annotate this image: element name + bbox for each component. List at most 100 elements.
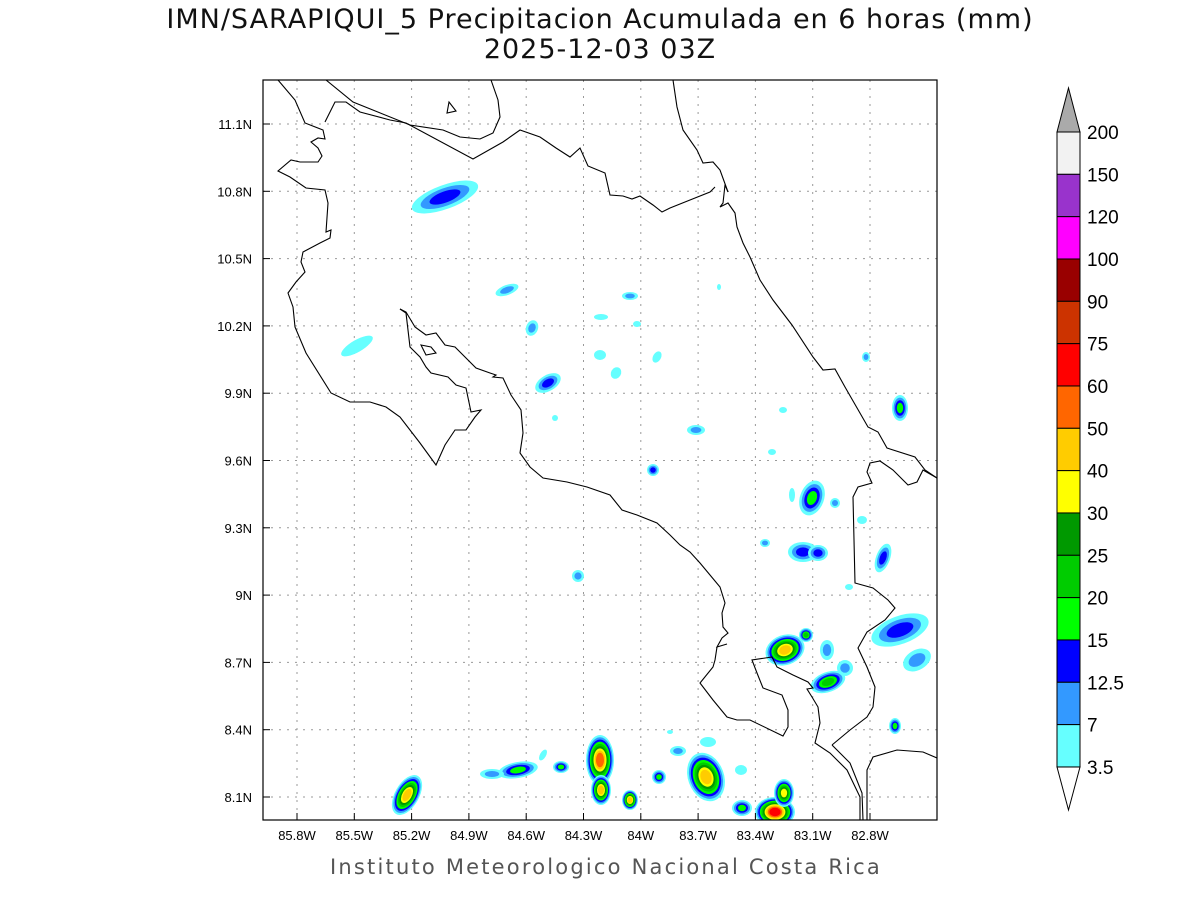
x-tick-label: 84.6W xyxy=(507,828,545,843)
precip-cell xyxy=(622,292,638,300)
colorbar-segment xyxy=(1056,216,1081,260)
caribbean-coastline xyxy=(672,80,937,479)
precip-contour xyxy=(735,765,747,775)
precip-cell xyxy=(760,539,770,547)
precip-contour xyxy=(341,335,373,357)
precip-contour xyxy=(598,785,604,795)
precip-contour xyxy=(700,737,716,747)
colorbar-segment xyxy=(1056,724,1081,768)
precip-cell xyxy=(586,735,614,785)
precip-cell xyxy=(670,746,686,756)
precip-cell xyxy=(857,516,867,524)
colorbar: 200 150 120 100 90 75 60 50 40 30 25 20 15 12.5 7 3.5 xyxy=(1056,86,1124,812)
y-tick-label: 9.3N xyxy=(225,521,252,536)
footer-credit: Instituto Meteorologico Nacional Costa R… xyxy=(330,855,882,879)
colorbar-segment xyxy=(1056,258,1081,302)
colorbar-segment xyxy=(1056,300,1081,345)
y-tick-label: 11.1N xyxy=(218,117,252,132)
precip-cell xyxy=(687,752,725,802)
colorbar-label: 90 xyxy=(1087,292,1108,313)
precip-cell xyxy=(535,373,561,393)
precip-contour xyxy=(700,769,712,785)
x-tick-label: 84W xyxy=(627,828,654,843)
precip-contour xyxy=(832,500,838,506)
precip-cell xyxy=(889,718,901,734)
colorbar-segment xyxy=(1056,427,1081,472)
precip-cell xyxy=(903,648,931,672)
y-tick-label: 8.7N xyxy=(225,655,252,670)
precip-contour xyxy=(484,771,500,777)
precip-contour xyxy=(574,572,582,580)
precip-cell xyxy=(820,640,834,660)
precip-cell xyxy=(789,488,795,502)
precip-cell xyxy=(553,761,569,773)
x-tick-label: 84.3W xyxy=(565,828,603,843)
colorbar-label: 50 xyxy=(1087,419,1108,440)
precip-cell xyxy=(871,613,929,647)
precip-cell xyxy=(539,749,547,761)
precip-contour xyxy=(779,407,787,413)
precip-contour xyxy=(822,644,832,656)
precip-contour xyxy=(594,314,608,320)
colorbar-segment xyxy=(1056,681,1081,726)
precip-contour xyxy=(796,547,810,557)
precip-contour xyxy=(633,321,641,327)
precip-contour xyxy=(769,807,781,817)
colorbar-segment xyxy=(1056,173,1081,218)
x-tick-label: 84.9W xyxy=(450,828,488,843)
y-tick-label: 10.5N xyxy=(217,252,252,267)
colorbar-label: 12.5 xyxy=(1087,673,1124,694)
precip-cell xyxy=(411,180,479,214)
precip-contour xyxy=(806,491,818,505)
precip-contour xyxy=(863,354,869,360)
latitude-ticks: 11.1N 10.8N 10.5N 10.2N 9.9N 9.6N 9.3N 9N 8.7N 8.… xyxy=(217,117,270,805)
colorbar-label: 60 xyxy=(1087,377,1108,398)
precip-contour xyxy=(667,730,673,734)
precip-cell xyxy=(647,464,659,476)
colorbar-label: 7 xyxy=(1087,716,1098,737)
precip-contour xyxy=(908,653,926,667)
precip-cell xyxy=(572,570,584,582)
precip-cell xyxy=(525,320,539,336)
precip-contour xyxy=(557,764,565,770)
precip-cell xyxy=(633,321,641,327)
precip-contour xyxy=(542,378,554,388)
precip-contour xyxy=(879,551,887,565)
y-tick-label: 9N xyxy=(235,588,252,603)
colorbar-label: 3.5 xyxy=(1087,758,1113,779)
precip-contour xyxy=(803,632,809,638)
precip-cell xyxy=(687,425,705,435)
coastlines-borders xyxy=(277,80,937,820)
precip-cell xyxy=(732,800,752,816)
precip-contour xyxy=(500,286,514,294)
precip-cell xyxy=(498,761,538,779)
x-tick-label: 85.2W xyxy=(393,828,431,843)
precip-cell xyxy=(652,770,666,784)
colorbar-label: 200 xyxy=(1087,123,1119,144)
gulf-island xyxy=(420,344,438,356)
precip-contour xyxy=(821,677,835,687)
precip-contour xyxy=(768,449,776,455)
precip-cell xyxy=(810,670,846,694)
precip-cell xyxy=(799,480,825,516)
x-tick-label: 85.8W xyxy=(278,828,316,843)
precip-cell xyxy=(610,367,622,379)
colorbar-segment xyxy=(1056,597,1081,641)
precip-cell xyxy=(667,730,673,734)
precip-contour xyxy=(738,804,746,812)
lake-nicaragua-shore xyxy=(325,80,501,140)
precip-cell xyxy=(830,498,840,508)
precip-contour xyxy=(813,549,823,557)
precip-cell xyxy=(768,449,776,455)
colorbar-label: 20 xyxy=(1087,589,1108,610)
burica-coastline xyxy=(866,749,937,820)
colorbar-label: 15 xyxy=(1087,631,1108,652)
precip-cell xyxy=(552,415,558,421)
precip-cell xyxy=(862,352,870,362)
colorbar-over-triangle xyxy=(1056,86,1081,133)
y-tick-label: 10.8N xyxy=(217,184,252,199)
precip-contour xyxy=(510,766,526,774)
gulf-coastline xyxy=(399,308,861,820)
precip-cell xyxy=(845,584,853,590)
precip-cell xyxy=(735,765,747,775)
